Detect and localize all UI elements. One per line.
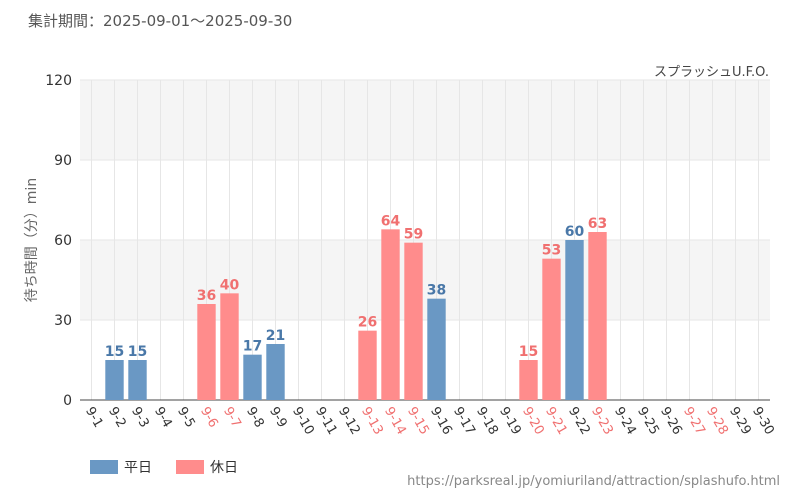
x-tick-label: 9-26 (657, 405, 685, 438)
bar (519, 360, 538, 400)
data-label: 53 (542, 243, 561, 259)
bar (128, 360, 147, 400)
x-tick-label: 9-7 (220, 405, 244, 431)
bar (266, 344, 285, 400)
bar (358, 330, 377, 400)
bar (565, 240, 584, 400)
bar (197, 304, 216, 400)
data-label: 60 (565, 224, 585, 240)
y-tick-label: 90 (54, 153, 72, 169)
legend-item-weekday[interactable]: 平日 (90, 457, 152, 477)
x-tick-label: 9-6 (197, 405, 221, 431)
data-label: 15 (128, 344, 147, 360)
x-tick-label: 9-15 (404, 405, 432, 438)
x-tick-label: 9-10 (289, 405, 317, 438)
x-tick-label: 9-11 (312, 405, 340, 438)
x-tick-label: 9-25 (634, 405, 662, 438)
weekday-swatch (90, 460, 118, 474)
x-tick-label: 9-30 (749, 405, 777, 438)
y-axis-title: 待ち時間（分）min (24, 178, 40, 302)
data-label: 17 (243, 339, 262, 355)
y-tick-label: 60 (54, 233, 72, 249)
x-tick-label: 9-20 (519, 405, 547, 438)
data-label: 26 (358, 315, 377, 331)
x-tick-label: 9-29 (726, 405, 754, 438)
x-tick-label: 9-22 (565, 405, 593, 438)
data-label: 59 (404, 227, 423, 243)
x-tick-label: 9-16 (427, 405, 455, 438)
data-label: 15 (105, 344, 124, 360)
legend: 平日 休日 (90, 457, 238, 477)
y-tick-label: 120 (45, 73, 72, 89)
legend-label-weekday: 平日 (124, 460, 152, 476)
x-tick-label: 9-12 (335, 405, 363, 438)
holiday-swatch (176, 460, 204, 474)
grid-band (80, 240, 770, 320)
x-tick-label: 9-5 (174, 405, 198, 431)
y-tick-label: 30 (54, 313, 72, 329)
x-tick-label: 9-27 (680, 405, 708, 438)
data-label: 21 (266, 328, 285, 344)
x-tick-label: 9-9 (266, 405, 290, 431)
aggregation-period: 集計期間：2025-09-01～2025-09-30 (28, 12, 293, 30)
grid-band (80, 80, 770, 160)
x-tick-label: 9-4 (151, 405, 175, 431)
x-tick-label: 9-8 (243, 405, 267, 431)
y-tick-label: 0 (63, 393, 72, 409)
x-tick-label: 9-14 (381, 405, 409, 438)
bar (105, 360, 124, 400)
x-tick-label: 9-23 (588, 405, 616, 438)
chart-title: スプラッシュU.F.O. (653, 65, 769, 80)
bar (542, 258, 561, 400)
legend-item-holiday[interactable]: 休日 (176, 457, 238, 477)
data-label: 15 (519, 344, 538, 360)
x-tick-label: 9-18 (473, 405, 501, 438)
data-label: 40 (220, 277, 240, 293)
data-label: 63 (588, 216, 607, 232)
bar (588, 232, 607, 400)
source-url[interactable]: https://parksreal.jp/yomiuriland/attract… (407, 474, 780, 489)
data-label: 36 (197, 288, 216, 304)
x-tick-label: 9-13 (358, 405, 386, 438)
legend-label-holiday: 休日 (210, 460, 238, 476)
x-tick-label: 9-2 (105, 405, 129, 431)
x-tick-label: 9-21 (542, 405, 570, 438)
bar (427, 298, 446, 400)
x-tick-label: 9-3 (128, 405, 152, 431)
data-label: 38 (427, 283, 446, 299)
bar (220, 293, 239, 400)
bar (404, 242, 423, 400)
x-tick-label: 9-19 (496, 405, 524, 438)
bar (381, 229, 400, 400)
x-tick-label: 9-17 (450, 405, 478, 438)
data-label: 64 (381, 213, 401, 229)
x-tick-label: 9-24 (611, 405, 639, 438)
bar (243, 354, 262, 400)
x-tick-label: 9-1 (82, 405, 106, 431)
x-tick-label: 9-28 (703, 405, 731, 438)
